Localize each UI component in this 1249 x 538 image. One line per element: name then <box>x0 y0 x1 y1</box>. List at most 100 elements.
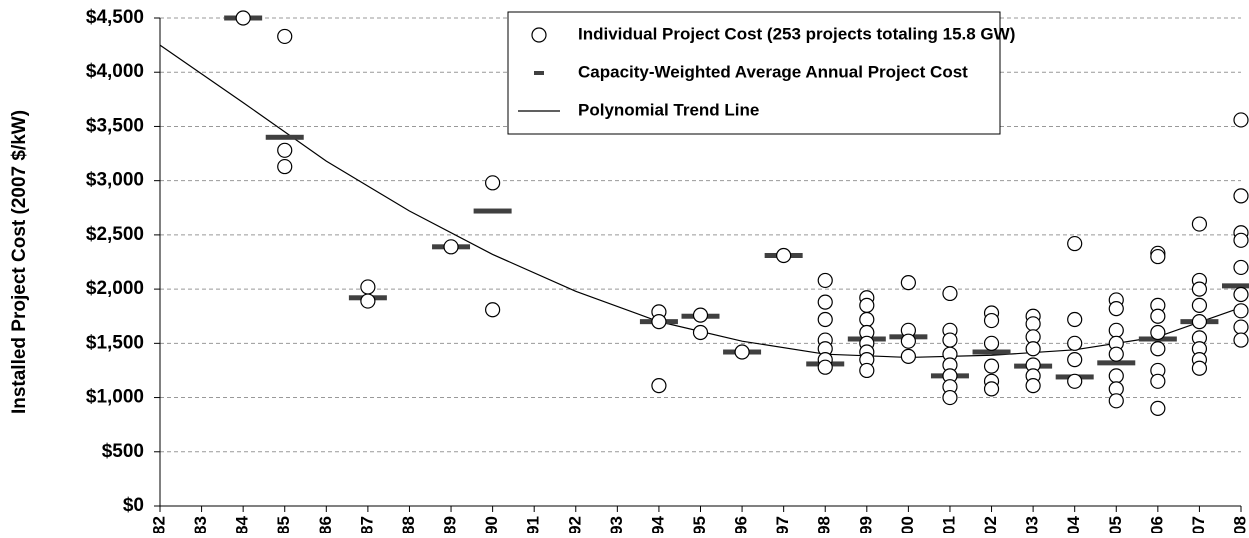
project-point <box>651 314 667 330</box>
average-marker <box>1097 360 1136 366</box>
project-point <box>983 381 1000 397</box>
project-point <box>817 359 833 375</box>
project-point <box>1025 378 1041 394</box>
project-point <box>1150 400 1166 416</box>
project-point <box>817 311 833 328</box>
y-tick-label: $500 <box>102 441 144 462</box>
project-point <box>859 362 875 379</box>
project-point <box>692 307 709 323</box>
project-point <box>1108 393 1124 409</box>
x-tick-label: 1991 <box>524 516 543 533</box>
project-point <box>360 293 376 309</box>
y-tick-label: $4,500 <box>86 7 144 28</box>
x-tick-label: 2006 <box>1147 516 1166 533</box>
x-tick-label: 1992 <box>565 516 584 533</box>
y-tick-label: $2,000 <box>86 278 144 299</box>
x-tick-label: 1994 <box>648 515 667 533</box>
project-point <box>1108 301 1124 317</box>
project-point <box>485 175 501 191</box>
project-point <box>1233 188 1249 204</box>
average-marker <box>265 134 304 140</box>
average-marker <box>1222 283 1249 289</box>
project-point <box>1025 316 1041 332</box>
project-point <box>1150 248 1166 265</box>
project-point <box>1191 297 1208 313</box>
average-marker <box>972 349 1011 355</box>
x-tick-label: 1984 <box>233 515 252 533</box>
project-point <box>692 324 709 341</box>
x-tick-label: 1999 <box>856 516 875 533</box>
project-point <box>360 279 376 295</box>
y-tick-label: $3,000 <box>86 170 144 191</box>
project-point <box>1150 308 1166 324</box>
project-point <box>900 348 916 364</box>
project-point <box>1233 232 1249 248</box>
project-point <box>942 285 958 302</box>
x-tick-label: 1988 <box>399 516 418 533</box>
x-tick-label: 1987 <box>357 516 376 533</box>
project-point <box>1233 319 1249 335</box>
project-point <box>942 332 958 348</box>
y-tick-label: $1,000 <box>86 387 144 408</box>
y-tick-label: $3,500 <box>86 115 144 136</box>
project-point <box>817 272 833 289</box>
x-tick-label: 1993 <box>607 516 626 533</box>
y-tick-label: $2,500 <box>86 224 144 245</box>
project-point <box>1191 314 1208 330</box>
project-point <box>1191 216 1208 232</box>
project-point <box>1067 335 1083 351</box>
project-point <box>235 10 251 26</box>
project-point <box>734 344 750 360</box>
project-point <box>1233 286 1249 303</box>
project-point <box>277 142 293 158</box>
x-tick-label: 2004 <box>1064 515 1083 533</box>
project-point <box>776 247 792 264</box>
x-tick-label: 1998 <box>815 516 834 533</box>
project-point <box>1233 259 1249 276</box>
project-point <box>859 297 875 313</box>
project-point <box>1025 341 1041 357</box>
project-point <box>983 335 1000 351</box>
project-point <box>1233 332 1249 348</box>
y-axis-label: Installed Project Cost (2007 $/kW) <box>9 110 30 414</box>
x-tick-label: 1989 <box>441 516 460 533</box>
project-point <box>277 158 293 175</box>
project-point <box>900 333 916 349</box>
project-point <box>1150 373 1166 389</box>
project-point <box>1150 324 1166 341</box>
project-point <box>983 358 1000 374</box>
project-point <box>1233 112 1249 128</box>
project-point <box>1067 373 1083 389</box>
project-point <box>651 378 667 394</box>
x-tick-label: 1996 <box>732 516 751 533</box>
project-point <box>1067 235 1083 252</box>
project-point <box>1191 360 1208 376</box>
x-tick-label: 2007 <box>1189 516 1208 533</box>
project-point <box>900 275 916 291</box>
x-tick-label: 1997 <box>773 516 792 533</box>
x-tick-label: 2002 <box>981 516 1000 533</box>
legend-box <box>507 11 1001 135</box>
y-tick-label: $1,500 <box>86 332 144 353</box>
average-marker <box>473 208 512 214</box>
project-point <box>1150 341 1166 357</box>
project-point <box>1233 303 1249 319</box>
project-point <box>1191 281 1208 297</box>
y-tick-label: $4,000 <box>86 61 144 82</box>
legend-label: Polynomial Trend Line <box>578 100 759 119</box>
x-tick-label: 2000 <box>898 516 917 533</box>
project-point <box>942 389 958 406</box>
project-point <box>1108 346 1124 362</box>
x-tick-label: 1982 <box>149 516 168 533</box>
legend-label: Individual Project Cost (253 projects to… <box>578 24 1015 43</box>
x-tick-label: 2003 <box>1023 516 1042 533</box>
x-tick-label: 1990 <box>482 516 501 533</box>
project-point <box>277 28 293 45</box>
x-tick-label: 1983 <box>191 516 210 533</box>
legend-label: Capacity-Weighted Average Annual Project… <box>578 62 968 81</box>
y-tick-label: $0 <box>123 495 144 516</box>
project-point <box>1067 311 1083 328</box>
project-point <box>859 311 875 328</box>
x-tick-label: 2008 <box>1230 516 1249 533</box>
